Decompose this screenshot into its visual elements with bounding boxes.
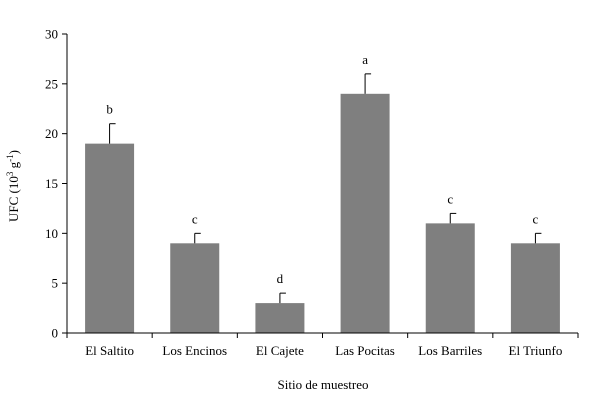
y-tick-label: 5 (52, 276, 59, 291)
significance-label: a (362, 52, 368, 67)
x-category-label: Los Barriles (418, 343, 482, 358)
x-category-label: El Triunfo (509, 343, 563, 358)
significance-label: c (533, 211, 539, 226)
x-axis: El Saltito Los Encinos El Cajete Las Pocita… (66, 332, 579, 358)
bar (170, 243, 220, 333)
bar (340, 93, 390, 333)
x-category-label: Los Encinos (162, 343, 227, 358)
y-axis-title-part: UFC (10 (6, 176, 21, 222)
bar (510, 243, 560, 333)
y-axis-title-part: g (6, 161, 21, 171)
significance-label: b (106, 102, 113, 117)
y-tick-label: 30 (45, 27, 58, 42)
x-axis-title: Sitio de muestreo (278, 377, 369, 392)
x-category-label: El Cajete (256, 343, 304, 358)
y-axis-title-part: ) (6, 150, 21, 154)
x-category-label: Las Pocitas (335, 343, 395, 358)
significance-label: d (277, 271, 284, 286)
bar (85, 143, 135, 333)
bar (425, 223, 475, 333)
y-tick-label: 20 (45, 126, 58, 141)
significance-label: c (192, 211, 198, 226)
y-axis-title-superscript: 3 (5, 171, 15, 176)
y-axis: 0 5 10 15 20 25 30 (45, 27, 68, 341)
y-axis-title-superscript: -1 (5, 154, 15, 162)
y-tick-label: 25 (45, 76, 58, 91)
bar (255, 303, 305, 333)
y-axis-title: UFC (103 g-1) (5, 150, 21, 222)
y-tick-label: 0 (52, 326, 59, 341)
y-tick-label: 15 (45, 176, 58, 191)
y-tick-label: 10 (45, 226, 58, 241)
bars: b c d a c c (85, 52, 560, 333)
significance-label: c (447, 191, 453, 206)
x-category-label: El Saltito (85, 343, 134, 358)
